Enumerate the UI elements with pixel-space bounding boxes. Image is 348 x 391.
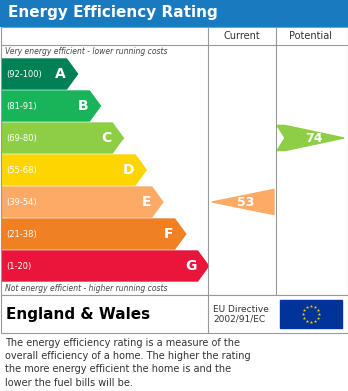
Text: Not energy efficient - higher running costs: Not energy efficient - higher running co…	[5, 284, 167, 293]
Text: The energy efficiency rating is a measure of the
overall efficiency of a home. T: The energy efficiency rating is a measur…	[5, 338, 251, 387]
Text: A: A	[55, 67, 65, 81]
Polygon shape	[2, 187, 163, 217]
Polygon shape	[2, 219, 186, 249]
Text: EU Directive: EU Directive	[213, 305, 269, 314]
Text: (69-80): (69-80)	[6, 133, 37, 142]
Text: B: B	[78, 99, 88, 113]
Bar	[0, 0, 348, 26]
Bar	[1, 295, 348, 333]
Text: Current: Current	[224, 31, 260, 41]
Polygon shape	[2, 123, 123, 153]
Text: F: F	[164, 227, 174, 241]
Text: G: G	[185, 259, 197, 273]
Bar	[280, 300, 342, 328]
Text: Very energy efficient - lower running costs: Very energy efficient - lower running co…	[5, 47, 167, 56]
Text: (1-20): (1-20)	[6, 262, 31, 271]
Text: (39-54): (39-54)	[6, 197, 37, 206]
Bar	[1, 27, 348, 295]
Text: England & Wales: England & Wales	[6, 307, 150, 321]
Polygon shape	[2, 91, 101, 121]
Text: 53: 53	[237, 196, 255, 208]
Polygon shape	[2, 59, 78, 89]
Text: C: C	[101, 131, 111, 145]
Text: 2002/91/EC: 2002/91/EC	[213, 314, 265, 323]
Polygon shape	[2, 251, 208, 281]
Text: (21-38): (21-38)	[6, 230, 37, 239]
Text: Energy Efficiency Rating: Energy Efficiency Rating	[8, 5, 218, 20]
Text: (55-68): (55-68)	[6, 165, 37, 174]
Text: D: D	[123, 163, 134, 177]
Text: Potential: Potential	[290, 31, 332, 41]
Polygon shape	[2, 155, 146, 185]
Text: (92-100): (92-100)	[6, 70, 42, 79]
Text: (81-91): (81-91)	[6, 102, 37, 111]
Text: 74: 74	[305, 131, 322, 145]
Text: E: E	[141, 195, 151, 209]
Polygon shape	[212, 189, 274, 215]
Polygon shape	[277, 126, 344, 151]
